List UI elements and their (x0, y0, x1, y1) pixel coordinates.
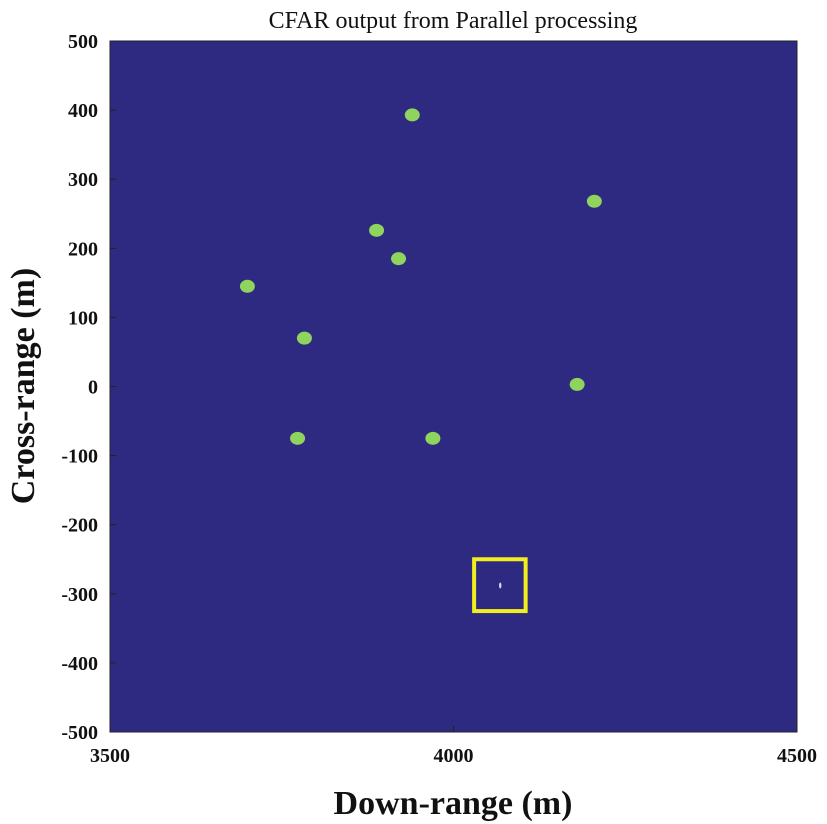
y-tick-label: 0 (88, 377, 98, 399)
y-axis-label: Cross-range (m) (5, 268, 42, 504)
x-tick-label: 3500 (90, 745, 130, 767)
x-tick-label: 4000 (434, 745, 474, 767)
highlight-layer (472, 557, 528, 614)
plot-area (109, 40, 798, 733)
data-point (425, 431, 441, 445)
y-tick-label: 400 (68, 100, 98, 122)
y-tick-label: -500 (61, 722, 98, 744)
x-axis-ticks: 3500 4000 4500 (90, 726, 817, 767)
x-axis-label: Down-range (m) (334, 785, 573, 822)
data-points (239, 108, 602, 445)
faint-detection-point (499, 582, 502, 589)
data-point (569, 377, 585, 391)
data-point (586, 194, 602, 208)
y-tick-label: 500 (68, 31, 98, 53)
y-tick-label: -400 (61, 653, 98, 675)
y-tick-label: 300 (68, 169, 98, 191)
data-point (391, 252, 407, 266)
highlight-box (472, 557, 528, 614)
data-point (369, 223, 385, 237)
chart-title: CFAR output from Parallel processing (269, 8, 638, 34)
data-point (290, 431, 306, 445)
y-tick-label: -100 (61, 446, 98, 468)
y-tick-label: 200 (68, 238, 98, 260)
y-tick-label: -300 (61, 584, 98, 606)
data-point (404, 108, 420, 122)
y-tick-label: -200 (61, 515, 98, 537)
data-point (296, 331, 312, 345)
y-tick-label: 100 (68, 307, 98, 329)
x-tick-label: 4500 (777, 745, 817, 767)
data-point (239, 279, 255, 293)
y-axis-ticks: 500 400 300 200 100 0 -100 -200 -300 -400 -500 (61, 31, 116, 744)
